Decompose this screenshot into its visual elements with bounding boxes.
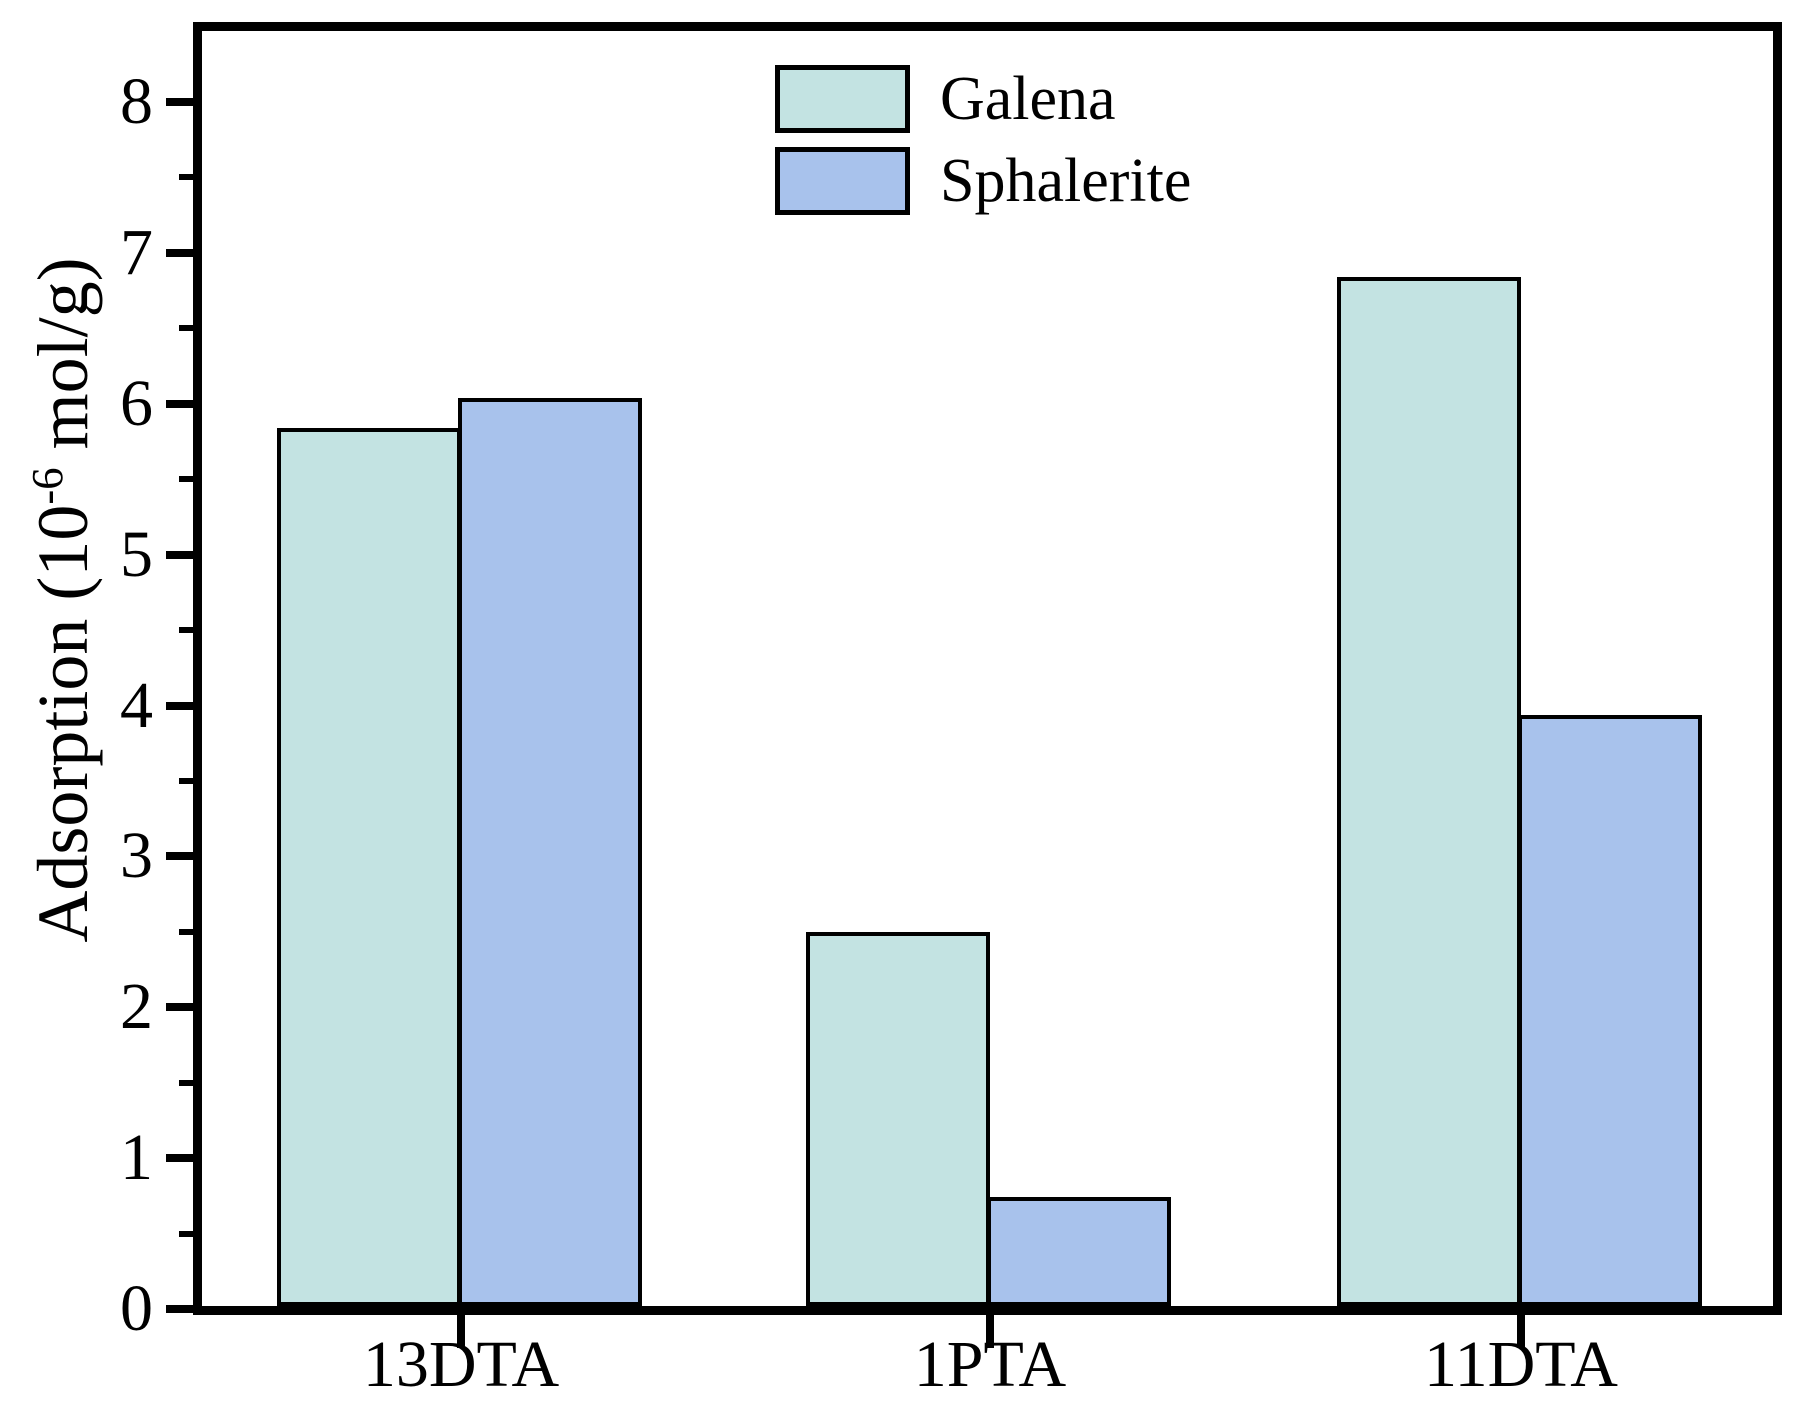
y-axis-title-exponent: -6	[22, 467, 73, 505]
y-major-tick	[166, 1003, 193, 1012]
y-minor-tick	[179, 777, 193, 784]
bar-sphalerite-13dta	[458, 398, 642, 1306]
y-major-tick	[166, 98, 193, 106]
y-axis-title: Adsorption (10-6 mol/g)	[22, 257, 103, 942]
y-major-tick	[166, 399, 193, 408]
y-major-tick	[166, 701, 193, 710]
bar-galena-13dta	[277, 428, 461, 1306]
x-tick	[986, 1315, 994, 1348]
y-tick-label: 1	[120, 1121, 153, 1195]
legend-swatch-galena	[775, 65, 910, 133]
legend-label-galena: Galena	[940, 65, 1116, 133]
y-minor-tick	[179, 1079, 193, 1086]
y-axis-title-text: Adsorption (10	[22, 504, 103, 943]
y-minor-tick	[179, 1230, 193, 1237]
y-major-tick	[166, 1305, 193, 1313]
y-minor-tick	[179, 627, 193, 634]
y-tick-label: 3	[120, 819, 153, 893]
y-major-tick	[166, 550, 193, 559]
y-minor-tick	[179, 174, 193, 181]
bar-sphalerite-11dta	[1518, 715, 1702, 1306]
x-tick-label: 11DTA	[1424, 1328, 1618, 1401]
bar-sphalerite-1pta	[987, 1197, 1171, 1306]
y-major-tick	[166, 1154, 193, 1163]
bar-galena-1pta	[806, 932, 990, 1306]
y-minor-tick	[179, 476, 193, 483]
bar-galena-11dta	[1337, 277, 1521, 1306]
y-axis-title-unit: mol/g)	[22, 257, 103, 468]
y-major-tick	[166, 852, 193, 861]
legend-label-sphalerite: Sphalerite	[940, 147, 1192, 215]
x-tick	[1517, 1315, 1525, 1348]
plot-frame	[193, 22, 1782, 1315]
y-tick-label: 5	[120, 517, 153, 591]
y-tick-label: 7	[120, 215, 153, 289]
y-tick-label: 8	[120, 65, 153, 138]
x-tick-label: 13DTA	[362, 1328, 560, 1401]
y-major-tick	[166, 248, 193, 257]
y-tick-label: 0	[120, 1272, 153, 1345]
x-tick	[457, 1315, 465, 1348]
y-tick-label: 4	[120, 668, 153, 742]
y-tick-label: 2	[120, 970, 153, 1044]
legend-swatch-sphalerite	[775, 147, 910, 215]
y-tick-label: 6	[120, 366, 153, 440]
y-minor-tick	[179, 928, 193, 935]
y-minor-tick	[179, 325, 193, 332]
x-tick-label: 1PTA	[913, 1328, 1067, 1401]
